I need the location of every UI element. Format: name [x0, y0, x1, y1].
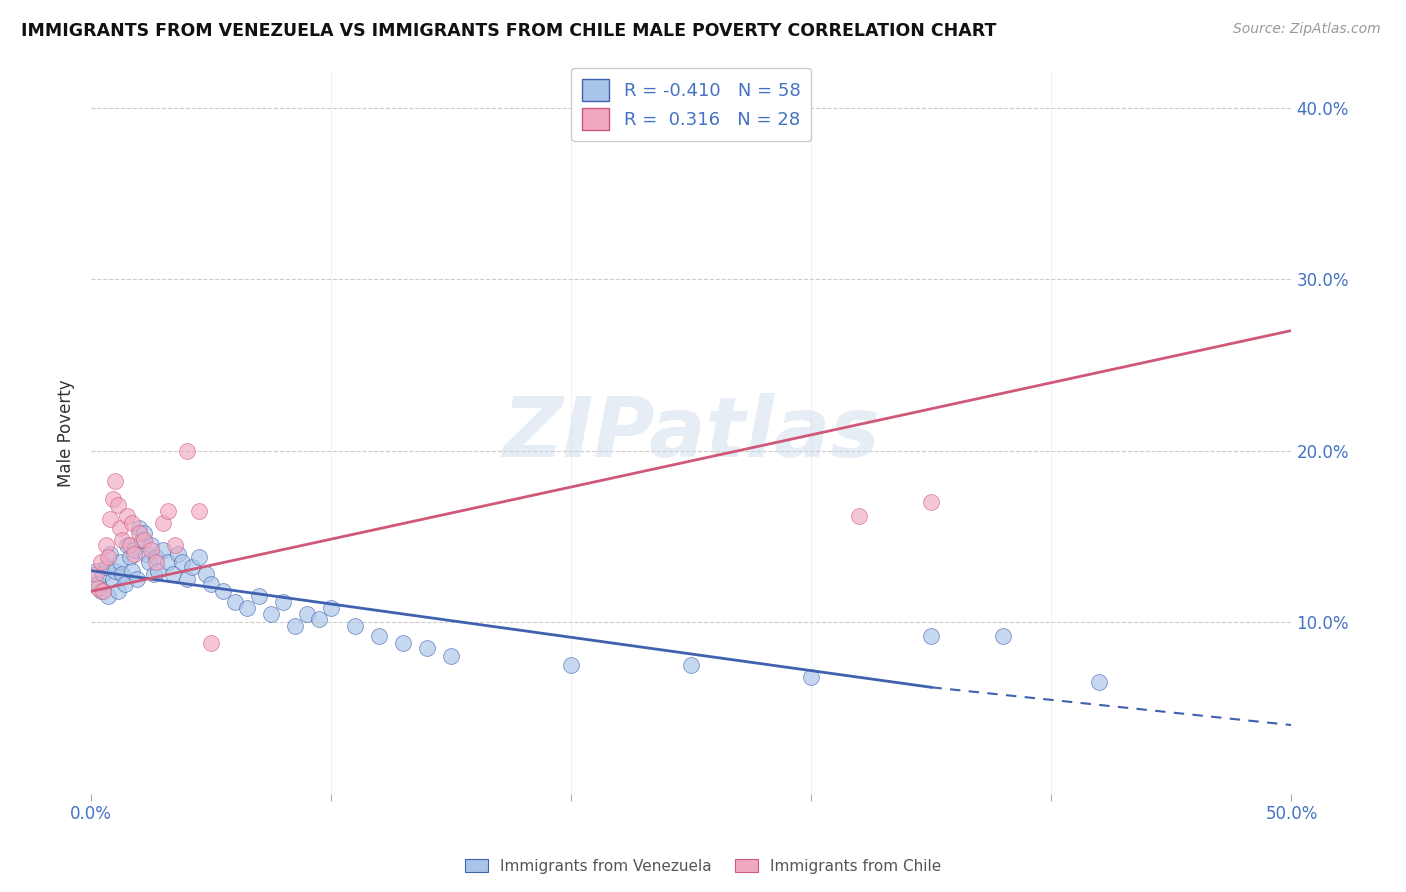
Point: [114, 577, 136, 591]
Point: [141, 538, 163, 552]
Point: [98, 512, 121, 526]
Point: [84, 567, 107, 582]
Point: [247, 590, 270, 604]
Text: Source: ZipAtlas.com: Source: ZipAtlas.com: [1233, 22, 1381, 37]
Point: [121, 564, 143, 578]
Point: [271, 594, 294, 608]
Point: [124, 543, 146, 558]
Point: [165, 538, 187, 552]
Point: [98, 547, 121, 561]
Point: [104, 475, 127, 489]
Y-axis label: Male Poverty: Male Poverty: [58, 380, 75, 487]
Legend: R = -0.410   N = 58, R =  0.316   N = 28: R = -0.410 N = 58, R = 0.316 N = 28: [571, 68, 811, 141]
Point: [91, 567, 114, 582]
Point: [152, 516, 174, 530]
Point: [107, 499, 129, 513]
Point: [90, 584, 112, 599]
Point: [111, 567, 134, 582]
Point: [145, 555, 167, 569]
Point: [118, 538, 141, 552]
Point: [87, 581, 110, 595]
Point: [101, 491, 124, 506]
Point: [681, 658, 703, 673]
Point: [135, 547, 157, 561]
Point: [87, 577, 110, 591]
Point: [131, 533, 153, 547]
Point: [118, 549, 141, 564]
Point: [188, 549, 211, 564]
Point: [284, 618, 307, 632]
Point: [108, 555, 131, 569]
Point: [440, 649, 463, 664]
Point: [94, 538, 117, 552]
Point: [212, 584, 235, 599]
Point: [104, 564, 127, 578]
Point: [132, 525, 155, 540]
Point: [321, 601, 343, 615]
Point: [236, 601, 259, 615]
Point: [108, 521, 131, 535]
Point: [156, 555, 179, 569]
Point: [121, 516, 143, 530]
Point: [111, 533, 134, 547]
Point: [295, 607, 318, 621]
Point: [920, 629, 942, 643]
Point: [156, 503, 179, 517]
Point: [200, 636, 222, 650]
Text: IMMIGRANTS FROM VENEZUELA VS IMMIGRANTS FROM CHILE MALE POVERTY CORRELATION CHAR: IMMIGRANTS FROM VENEZUELA VS IMMIGRANTS …: [21, 22, 997, 40]
Point: [145, 549, 167, 564]
Point: [132, 533, 155, 547]
Point: [141, 543, 163, 558]
Point: [128, 525, 150, 540]
Point: [848, 508, 870, 523]
Point: [188, 503, 211, 517]
Point: [224, 594, 246, 608]
Point: [142, 567, 165, 582]
Point: [1088, 675, 1111, 690]
Legend: Immigrants from Venezuela, Immigrants from Chile: Immigrants from Venezuela, Immigrants fr…: [458, 853, 948, 880]
Point: [101, 572, 124, 586]
Point: [176, 572, 198, 586]
Point: [91, 584, 114, 599]
Point: [128, 521, 150, 535]
Point: [560, 658, 582, 673]
Point: [416, 640, 439, 655]
Point: [308, 612, 330, 626]
Point: [800, 670, 823, 684]
Point: [368, 629, 391, 643]
Text: ZIPatlas: ZIPatlas: [502, 393, 880, 474]
Point: [97, 549, 120, 564]
Point: [260, 607, 283, 621]
Point: [107, 584, 129, 599]
Point: [166, 547, 188, 561]
Point: [993, 629, 1015, 643]
Point: [172, 555, 194, 569]
Point: [200, 577, 222, 591]
Point: [94, 560, 117, 574]
Point: [176, 443, 198, 458]
Point: [84, 564, 107, 578]
Point: [97, 590, 120, 604]
Point: [392, 636, 415, 650]
Point: [148, 564, 170, 578]
Point: [115, 538, 138, 552]
Point: [920, 495, 942, 509]
Point: [125, 572, 148, 586]
Point: [124, 547, 146, 561]
Point: [181, 560, 204, 574]
Point: [152, 543, 174, 558]
Point: [162, 567, 184, 582]
Point: [138, 555, 160, 569]
Point: [344, 618, 367, 632]
Point: [195, 567, 218, 582]
Point: [115, 508, 138, 523]
Point: [90, 555, 112, 569]
